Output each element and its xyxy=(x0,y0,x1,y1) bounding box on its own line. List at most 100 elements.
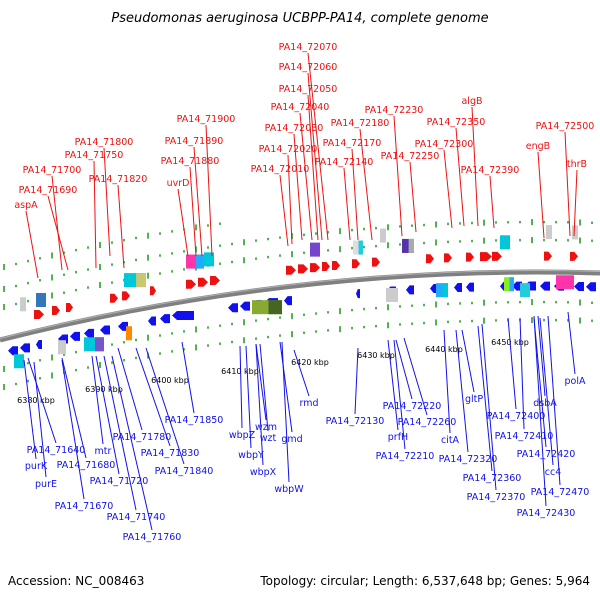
label-leader xyxy=(279,341,293,433)
gene-box xyxy=(36,293,46,308)
track-dot xyxy=(303,331,305,335)
gene-arrow xyxy=(352,259,360,269)
track-dot xyxy=(183,330,185,333)
label-leader xyxy=(533,315,547,507)
label-leader xyxy=(461,329,475,393)
gene-arrow xyxy=(322,262,330,272)
gene-box xyxy=(386,287,398,302)
reverse-strand-genes xyxy=(8,275,596,369)
label-leader xyxy=(25,210,39,279)
gene-label: purK xyxy=(25,461,48,472)
track-dot xyxy=(411,224,413,227)
track-dot xyxy=(135,356,137,360)
track-dot xyxy=(243,257,245,264)
track-dot xyxy=(171,270,173,273)
track-dot xyxy=(279,316,281,319)
gene-label: wzm xyxy=(255,422,277,433)
track-dot xyxy=(3,383,5,390)
gene-label: rmd xyxy=(299,398,318,409)
gene-box xyxy=(126,326,132,341)
track-dot xyxy=(135,236,137,240)
label-leader xyxy=(507,317,517,410)
track-dot xyxy=(435,221,437,228)
track-dot xyxy=(99,362,101,369)
gene-label: purE xyxy=(35,479,57,490)
scale-tick-label: 6400 kbp xyxy=(151,376,189,385)
track-dot xyxy=(111,361,113,364)
gene-label: PA14_72050 xyxy=(279,84,338,95)
gene-label: PA14_71900 xyxy=(177,114,236,125)
scale-tick-label: 6380 kbp xyxy=(17,396,55,405)
gene-label: PA14_72060 xyxy=(279,62,338,73)
track-dot xyxy=(39,359,41,362)
gene-label: PA14_72020 xyxy=(259,144,318,155)
track-dot xyxy=(423,321,425,325)
gene-label: PA14_71640 xyxy=(27,445,86,456)
label-leader xyxy=(239,345,243,429)
gene-label: PA14_72430 xyxy=(517,508,576,519)
track-dot xyxy=(243,239,245,246)
track-dot xyxy=(351,246,353,250)
gene-label: PA14_71750 xyxy=(65,150,124,161)
track-dot xyxy=(39,279,41,282)
gene-label: PA14_72070 xyxy=(279,42,338,53)
gene-box xyxy=(20,297,26,312)
track-dot xyxy=(243,337,245,344)
gene-arrow xyxy=(570,251,578,261)
track-dot xyxy=(447,320,449,324)
gene-arrow xyxy=(574,281,584,291)
track-dot xyxy=(483,317,485,324)
label-leader xyxy=(537,151,545,239)
label-leader xyxy=(307,72,323,241)
track-dot xyxy=(111,281,113,284)
track-dot xyxy=(291,331,293,338)
track-dot xyxy=(219,222,221,225)
scale-tick-label: 6390 kbp xyxy=(85,385,123,394)
gene-label: PA14_72170 xyxy=(323,138,382,149)
gene-label: polA xyxy=(565,376,586,387)
track-dot xyxy=(267,335,269,339)
track-dot xyxy=(315,330,317,333)
track-dot xyxy=(75,248,77,252)
gene-arrow xyxy=(240,301,250,311)
track-dot xyxy=(591,239,593,242)
gene-box xyxy=(268,300,282,315)
label-leader xyxy=(51,175,63,271)
gene-arrow xyxy=(100,325,110,335)
gene-box xyxy=(556,275,574,290)
gene-box xyxy=(520,283,530,298)
gene-arrow xyxy=(544,251,552,261)
track-dot xyxy=(63,291,65,294)
label-leader xyxy=(27,357,57,444)
track-dot xyxy=(555,318,557,322)
gene-label: PA14_71690 xyxy=(19,185,78,196)
track-dot xyxy=(543,300,545,304)
gene-arrow xyxy=(286,265,296,275)
track-dot xyxy=(327,231,329,234)
track-dot xyxy=(363,227,365,231)
label-leader xyxy=(245,345,252,449)
gene-label: PA14_71890 xyxy=(165,136,224,147)
track-dot xyxy=(255,337,257,340)
gene-label: engB xyxy=(526,141,550,152)
track-dot xyxy=(387,304,389,311)
track-dot xyxy=(123,341,125,344)
gene-box xyxy=(310,242,320,257)
gene-label: PA14_72390 xyxy=(461,165,520,176)
label-leader xyxy=(539,317,554,466)
track-dot xyxy=(579,299,581,306)
gene-arrow xyxy=(160,314,170,324)
gene-label: wbpX xyxy=(250,467,277,478)
gene-box xyxy=(358,240,363,255)
track-dot xyxy=(87,246,89,249)
track-dot xyxy=(411,322,413,325)
track-dot xyxy=(183,348,185,351)
gene-label: PA14_71850 xyxy=(165,415,224,426)
gene-arrow xyxy=(172,311,194,321)
gene-box xyxy=(136,273,146,288)
gene-box xyxy=(380,228,386,243)
gene-label: PA14_72210 xyxy=(376,451,435,462)
gene-arrow xyxy=(512,281,522,291)
forward-strand-genes xyxy=(20,225,578,319)
